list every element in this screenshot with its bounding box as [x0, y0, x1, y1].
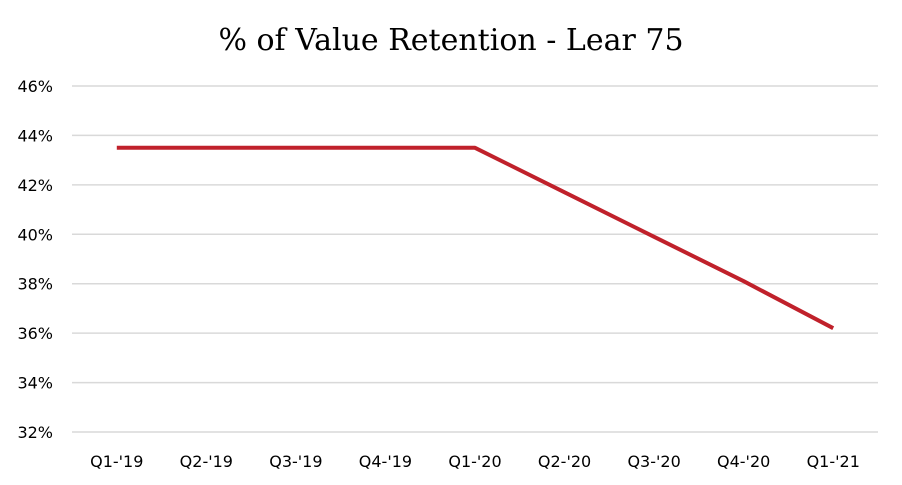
y-tick-label: 42% [17, 176, 53, 195]
y-tick-label: 46% [17, 77, 53, 96]
series-layer [116, 145, 835, 330]
x-tick-label: Q3-'19 [269, 452, 322, 471]
y-tick-label: 34% [17, 374, 53, 393]
chart-title: % of Value Retention - Lear 75 [218, 23, 683, 58]
series-line-0 [116, 145, 835, 330]
y-tick-label: 32% [17, 423, 53, 442]
x-tick-label: Q4-'19 [359, 452, 412, 471]
x-tick-label: Q1-'20 [448, 452, 501, 471]
y-tick-label: 44% [17, 126, 53, 145]
x-tick-label: Q3-'20 [627, 452, 680, 471]
x-tick-label: Q4-'20 [717, 452, 770, 471]
x-tick-label: Q2-'19 [180, 452, 233, 471]
y-tick-label: 38% [17, 275, 53, 294]
y-axis-tick-labels: 46% 44% 42% 40% 38% 36% 34% 32% [17, 77, 53, 442]
y-tick-label: 40% [17, 225, 53, 244]
x-tick-label: Q2-'20 [538, 452, 591, 471]
x-axis-tick-labels: Q1-'19 Q2-'19 Q3-'19 Q4-'19 Q1-'20 Q2-'20 Q3-'… [90, 452, 860, 471]
gridlines [72, 85, 878, 433]
x-tick-label: Q1-'21 [807, 452, 860, 471]
y-tick-label: 36% [17, 324, 53, 343]
x-tick-label: Q1-'19 [90, 452, 143, 471]
